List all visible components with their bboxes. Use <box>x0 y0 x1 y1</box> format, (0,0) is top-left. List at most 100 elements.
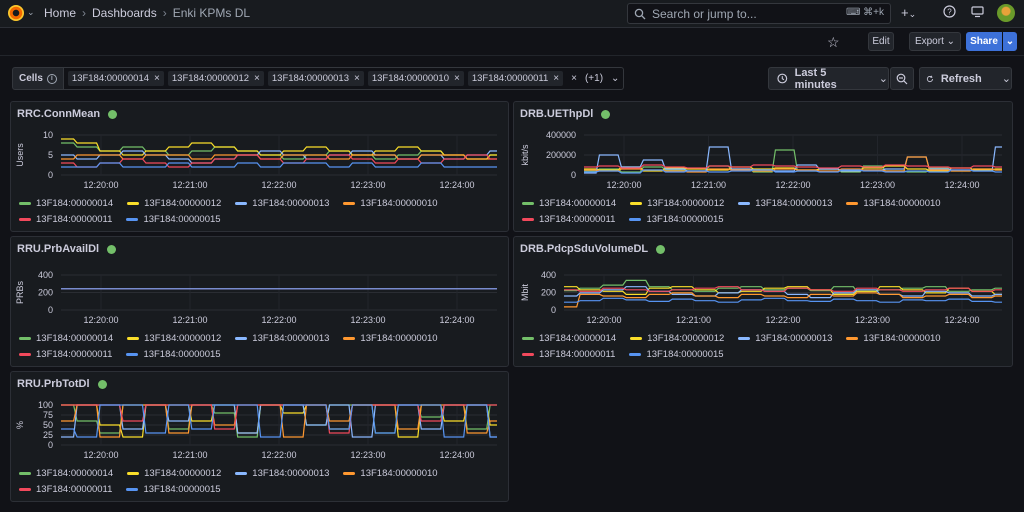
panel-title: DRB.UEThpDl <box>520 108 611 120</box>
legend-item[interactable]: 13F184:00000015 <box>126 349 221 360</box>
user-avatar[interactable] <box>997 4 1015 22</box>
x-tick-label: 12:20:00 <box>83 450 118 460</box>
legend-item[interactable]: 13F184:00000015 <box>629 349 724 360</box>
legend-item[interactable]: 13F184:00000011 <box>19 349 112 360</box>
legend-item[interactable]: 13F184:00000014 <box>522 333 616 344</box>
remove-chip-icon[interactable]: × <box>154 73 160 84</box>
panel-title: RRU.PrbTotDl <box>17 378 107 390</box>
export-button[interactable]: Export ⌄ <box>909 32 961 51</box>
refresh-label: Refresh <box>940 72 982 85</box>
legend-item[interactable]: 13F184:00000010 <box>343 333 438 344</box>
panel-rrc-connmean[interactable]: RRC.ConnMean 10 5 0 Users 12:20:00 12:21:00 12… <box>10 101 509 232</box>
legend-item[interactable]: 13F184:00000012 <box>127 468 221 479</box>
panel-rru-prbavaildl[interactable]: RRU.PrbAvailDl 400 200 0 PRBs 12:20:00 12:21:… <box>10 236 509 367</box>
grafana-logo-icon[interactable] <box>8 5 24 21</box>
zoom-out-button[interactable] <box>890 67 914 90</box>
legend-item[interactable]: 13F184:00000014 <box>19 198 113 209</box>
legend-label: 13F184:00000014 <box>36 333 114 344</box>
legend-item[interactable]: 13F184:00000014 <box>19 468 113 479</box>
star-icon[interactable]: ☆ <box>827 34 840 50</box>
panel-title-text: RRU.PrbAvailDl <box>17 243 100 255</box>
legend-item[interactable]: 13F184:00000013 <box>235 468 329 479</box>
legend-item[interactable]: 13F184:00000013 <box>738 333 832 344</box>
legend-swatch <box>19 488 31 491</box>
panel-rru-prbtotdl[interactable]: RRU.PrbTotDl 100 75 50 25 0% 12:20:00 12:21:00… <box>10 371 509 502</box>
legend-swatch <box>846 337 859 340</box>
legend-item[interactable]: 13F184:00000011 <box>522 214 615 225</box>
legend-item[interactable]: 13F184:00000010 <box>846 333 941 344</box>
panel-drb-uethpdl[interactable]: DRB.UEThpDl 400000 200000 0 kbit/s 12:20:00 1… <box>513 101 1013 232</box>
legend-label: 13F184:00000011 <box>36 349 113 360</box>
x-tick-label: 12:22:00 <box>261 180 296 190</box>
legend-label: 13F184:00000015 <box>143 214 221 225</box>
legend-label: 13F184:00000011 <box>539 349 616 360</box>
legend-item[interactable]: 13F184:00000011 <box>522 349 615 360</box>
chevron-down-icon[interactable]: ⌄ <box>611 73 620 84</box>
legend-item[interactable]: 13F184:00000011 <box>19 214 112 225</box>
y-axis-label: kbit/s <box>520 144 530 166</box>
info-icon[interactable]: i <box>46 73 57 84</box>
variable-chip: 13F184:00000013 × <box>267 71 364 86</box>
breadcrumb-dashboards[interactable]: Dashboards <box>92 6 157 20</box>
refresh-button[interactable]: Refresh ⌄ <box>919 67 1012 90</box>
legend-item[interactable]: 13F184:00000013 <box>235 198 329 209</box>
help-icon[interactable]: ? <box>943 5 956 21</box>
legend-item[interactable]: 13F184:00000014 <box>522 198 616 209</box>
legend-item[interactable]: 13F184:00000010 <box>343 198 438 209</box>
legend-label: 13F184:00000015 <box>646 349 724 360</box>
legend-item[interactable]: 13F184:00000010 <box>846 198 941 209</box>
legend-label: 13F184:00000013 <box>252 198 330 209</box>
remove-chip-icon[interactable]: × <box>254 73 260 84</box>
legend-label: 13F184:00000014 <box>36 198 114 209</box>
remove-chip-icon[interactable]: × <box>354 73 360 84</box>
panel-title: DRB.PdcpSduVolumeDL <box>520 243 666 255</box>
legend-swatch <box>630 337 643 340</box>
status-dot-icon <box>656 244 666 254</box>
legend-item[interactable]: 13F184:00000013 <box>738 198 832 209</box>
legend-label: 13F184:00000015 <box>646 214 724 225</box>
legend-label: 13F184:00000011 <box>36 214 113 225</box>
remove-chip-icon[interactable]: × <box>454 73 460 84</box>
legend-item[interactable]: 13F184:00000013 <box>235 333 329 344</box>
chevron-down-icon[interactable]: ⌄ <box>27 7 35 17</box>
time-range-picker[interactable]: Last 5 minutes ⌄ <box>768 67 889 91</box>
legend-item[interactable]: 13F184:00000011 <box>19 484 112 495</box>
news-icon[interactable] <box>971 5 984 21</box>
edit-button[interactable]: Edit <box>868 32 894 51</box>
x-tick-label: 12:23:00 <box>860 180 895 190</box>
legend-item[interactable]: 13F184:00000012 <box>630 198 724 209</box>
legend-item[interactable]: 13F184:00000012 <box>127 198 221 209</box>
share-dropdown-button[interactable]: ⌄ <box>1003 32 1017 51</box>
legend-item[interactable]: 13F184:00000010 <box>343 468 438 479</box>
variable-label: Cells i <box>12 67 64 90</box>
x-tick-label: 12:20:00 <box>83 180 118 190</box>
share-button[interactable]: Share <box>966 32 1002 51</box>
legend-item[interactable]: 13F184:00000015 <box>126 214 221 225</box>
panel-title-text: DRB.UEThpDl <box>520 108 594 120</box>
legend-item[interactable]: 13F184:00000015 <box>126 484 221 495</box>
remove-chip-icon[interactable]: × <box>553 73 560 84</box>
variable-multiselect[interactable]: 13F184:00000014 × 13F184:00000012 × 13F184… <box>63 67 625 90</box>
legend-item[interactable]: 13F184:00000015 <box>629 214 724 225</box>
chart-legend: 13F184:00000014 13F184:00000012 13F184:000… <box>522 198 1002 225</box>
x-tick-label: 12:22:00 <box>765 315 800 325</box>
panel-drb-pdcpsduvolumedl[interactable]: DRB.PdcpSduVolumeDL 400 200 0 Mbit 12:20:00 1… <box>513 236 1013 367</box>
breadcrumb-home[interactable]: Home <box>44 6 77 20</box>
legend-item[interactable]: 13F184:00000012 <box>630 333 724 344</box>
chart-plot: 10 5 0 Users 12:20:00 12:21:00 12:22:00 12:23:0… <box>15 130 497 190</box>
y-tick-label: 25 <box>43 430 53 440</box>
legend-item[interactable]: 13F184:00000012 <box>127 333 221 344</box>
legend-swatch <box>19 218 31 221</box>
legend-label: 13F184:00000011 <box>36 484 113 495</box>
search-input[interactable]: Search or jump to... ⌨ ⌘+k <box>627 3 891 24</box>
variable-chip: 13F184:00000011 × <box>467 71 564 86</box>
legend-label: 13F184:00000014 <box>539 198 617 209</box>
legend-item[interactable]: 13F184:00000014 <box>19 333 113 344</box>
series-line <box>564 286 1002 292</box>
chevron-down-icon[interactable]: ⌄ <box>1001 73 1011 85</box>
y-tick-label: 5 <box>48 150 53 160</box>
help-circle-icon: ? <box>943 5 956 18</box>
status-dot-icon <box>601 109 611 119</box>
clear-all-icon[interactable]: × <box>571 73 577 84</box>
plus-icon[interactable]: +⌄ <box>901 5 917 20</box>
